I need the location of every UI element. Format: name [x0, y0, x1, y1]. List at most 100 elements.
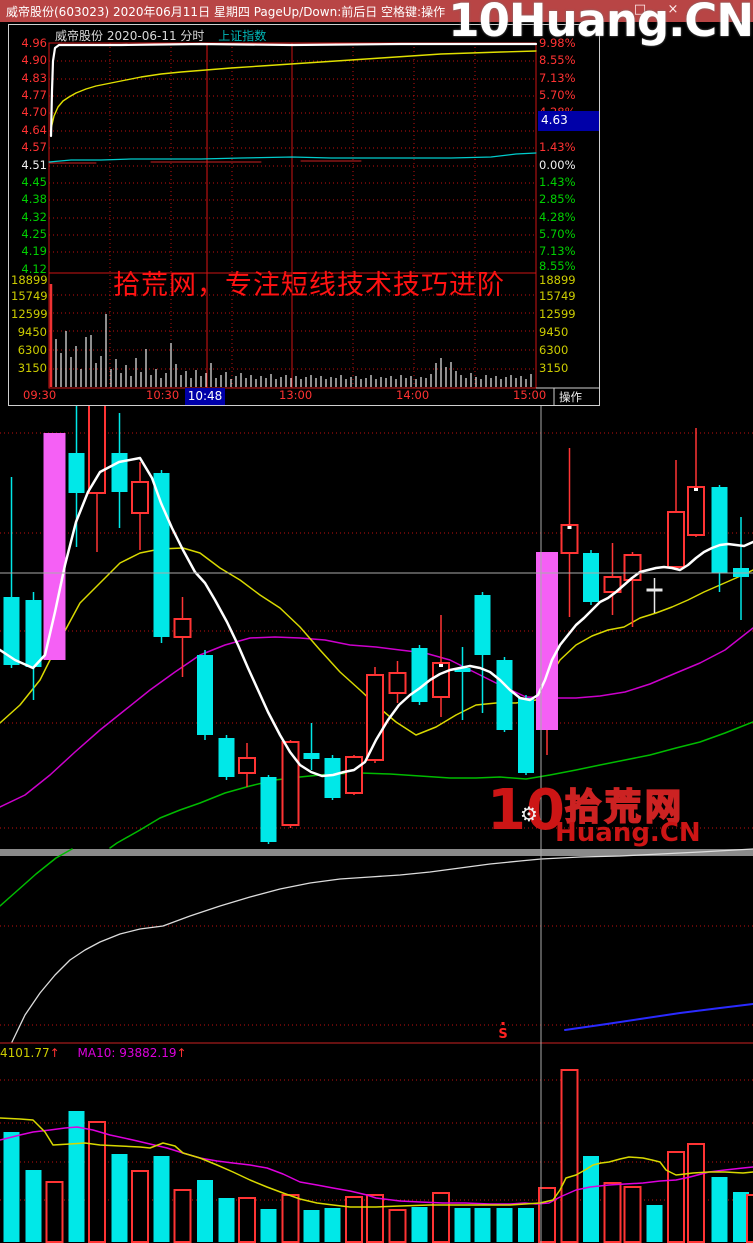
minute-volume-label: 18899	[11, 273, 48, 287]
volume-bar-up	[687, 1143, 705, 1243]
plot-frame	[48, 42, 537, 389]
minute-time-label: 14:00	[396, 388, 430, 402]
minute-stock-name: 威帝股份	[55, 29, 104, 43]
avg-price-line	[50, 50, 537, 130]
minute-price-label: 4.12	[21, 262, 47, 276]
candle-body-down	[454, 668, 471, 672]
minute-pct-label: 1.43%	[539, 175, 576, 189]
minute-volume-label: 12599	[11, 307, 48, 321]
ma5-line	[0, 456, 753, 778]
candle-body-down	[496, 660, 513, 730]
volume-bar-down	[324, 1208, 341, 1242]
logo-watermark: 10 ⚙ 拾荒网 Huang.CN	[487, 778, 727, 849]
minute-volume-label: 3150	[539, 361, 569, 375]
minute-date: 2020-06-11	[106, 29, 177, 43]
candle-body-down	[68, 453, 85, 493]
minute-chart-panel[interactable]: 威帝股份 2020-06-11 分时 上证指数 拾荒网，专注短线技术技巧进阶 4…	[8, 24, 600, 406]
volume-bar-down	[25, 1170, 42, 1242]
red-watermark-text: 拾荒网，专注短线技术技巧进阶	[113, 270, 505, 301]
volume-bar-down	[518, 1208, 534, 1242]
minute-volume-label: 6300	[539, 343, 569, 357]
price-cursor-label: 4.63	[538, 111, 599, 131]
minute-price-label: 4.25	[21, 227, 47, 241]
volume-bar-down	[496, 1208, 513, 1242]
volume-bar-down	[733, 1192, 749, 1242]
minute-price-label: 4.45	[21, 175, 47, 189]
minute-price-label: 4.38	[21, 192, 47, 206]
logo-cn-text: 拾荒网	[564, 786, 685, 829]
volume-bar-down	[583, 1156, 599, 1242]
candle-body-down	[218, 738, 235, 777]
minute-pct-label: 5.70%	[539, 88, 576, 102]
logo-number: 10	[487, 778, 565, 843]
minute-price-label: 4.51	[21, 158, 47, 172]
vol-ma10-value: MA10: 93882.19	[77, 1046, 177, 1060]
candle-body-highlight	[536, 552, 558, 730]
volume-bar-up	[560, 1069, 579, 1243]
candle-body-up	[173, 618, 192, 638]
volume-bar-up	[388, 1209, 407, 1243]
minute-pct-label: 5.70%	[539, 227, 576, 241]
volume-bar-down	[411, 1207, 428, 1242]
action-menu-button[interactable]: 操作	[559, 390, 582, 404]
sell-marker: S	[498, 1027, 507, 1042]
minute-pct-label: 7.13%	[539, 71, 576, 85]
candle-body-down	[324, 758, 341, 798]
minute-pct-label: 7.13%	[539, 244, 576, 258]
candle-body-up	[366, 674, 384, 761]
vol-ma10-line	[0, 1126, 753, 1205]
volume-bar-down	[111, 1154, 128, 1242]
minute-chart-canvas[interactable]	[9, 25, 599, 405]
time-cursor-label: 10:48	[185, 388, 225, 405]
candle-body-down	[111, 453, 128, 492]
minute-price-label: 4.90	[21, 53, 47, 67]
vol-ma5-value: 4101.77	[0, 1046, 50, 1060]
minute-pct-label: 9.98%	[539, 36, 576, 50]
index-overlay-link[interactable]: 上证指数	[218, 29, 267, 43]
candle-body-up	[560, 524, 579, 554]
candle-body-up	[281, 741, 300, 826]
candle-body-up	[667, 511, 685, 568]
volume-bar-up	[623, 1186, 642, 1243]
minute-price-label: 4.83	[21, 71, 47, 85]
minute-pct-label: 8.55%	[539, 53, 576, 67]
minute-volume-label: 18899	[539, 273, 576, 287]
index-line	[48, 152, 537, 163]
volume-bar-up	[281, 1194, 300, 1243]
minute-price-label: 4.77	[21, 88, 47, 102]
candle-body-highlight	[43, 433, 66, 660]
volume-bar-up	[432, 1192, 450, 1243]
minute-mode-label: 分时	[180, 29, 205, 43]
volume-bar-down	[218, 1198, 235, 1242]
minute-price-label: 4.96	[21, 36, 47, 50]
volume-bar-up	[667, 1151, 685, 1243]
volume-bar-down	[197, 1180, 213, 1242]
minute-pct-label: 2.85%	[539, 192, 576, 206]
title-bar[interactable]: 威帝股份(603023) 2020年06月11日 星期四 PageUp/Down…	[0, 0, 753, 22]
volume-bar-down	[3, 1132, 20, 1242]
volume-bar-down	[646, 1205, 663, 1242]
volume-bar-up	[603, 1182, 622, 1243]
close-button[interactable]: ×	[667, 2, 679, 17]
ma10-line	[0, 547, 753, 736]
volume-bar-up	[345, 1196, 363, 1243]
minute-volume-label: 15749	[539, 289, 576, 303]
minute-price-label: 4.70	[21, 105, 47, 119]
minute-pct-label: 1.43%	[539, 140, 576, 154]
volume-bar-down	[153, 1156, 170, 1242]
minute-price-label: 4.64	[21, 123, 47, 137]
volume-bar-down	[454, 1208, 471, 1242]
site-watermark: 10Huang.CN	[448, 0, 753, 47]
candle-body-down	[260, 777, 277, 842]
sell-marker-tick	[501, 1022, 505, 1025]
minute-pct-label: 0.00%	[539, 158, 576, 172]
gear-icon: ⚙	[520, 802, 538, 826]
mid-green-line	[0, 848, 73, 907]
candle-body-down	[518, 698, 534, 773]
maximize-button[interactable]: □	[633, 2, 647, 17]
open-mark-dot	[567, 526, 572, 529]
price-line	[49, 42, 538, 138]
volume-bar-up	[131, 1170, 149, 1243]
volume-bar-down	[474, 1208, 491, 1242]
